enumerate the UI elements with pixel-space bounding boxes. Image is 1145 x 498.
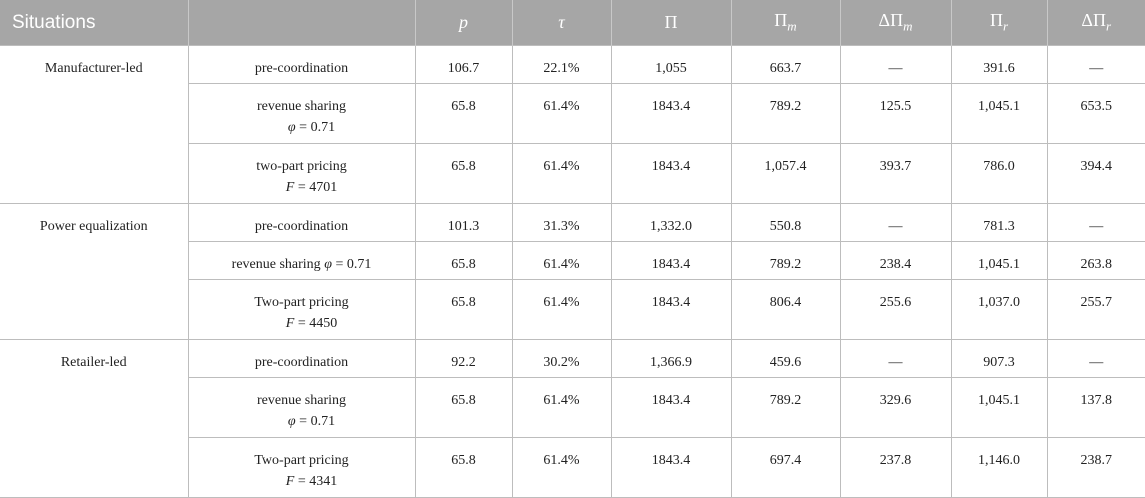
scheme-cell: revenue sharing φ = 0.71 <box>187 241 416 280</box>
cell-pi: 1,332.0 <box>610 203 732 242</box>
cell-pi: 1843.4 <box>610 83 732 144</box>
scheme-cell: Two-part pricing F = 4341 <box>187 437 416 498</box>
cell-delta-pi-r: — <box>1046 45 1145 84</box>
scheme-cell: pre-coordination <box>187 45 416 84</box>
cell-delta-pi-r: 137.8 <box>1046 377 1145 438</box>
cell-tau: 61.4% <box>511 437 612 498</box>
group-label: Manufacturer-led <box>0 45 189 204</box>
header-pi-m: Πm <box>730 0 840 46</box>
cell-delta-pi-m: 237.8 <box>839 437 952 498</box>
cell-delta-pi-r: 263.8 <box>1046 241 1145 280</box>
cell-p: 65.8 <box>414 241 513 280</box>
cell-pi: 1,055 <box>610 45 732 84</box>
cell-pi-r: 1,045.1 <box>950 377 1048 438</box>
cell-pi-r: 1,045.1 <box>950 83 1048 144</box>
cell-pi: 1843.4 <box>610 437 732 498</box>
cell-pi: 1,366.9 <box>610 339 732 378</box>
cell-delta-pi-r: — <box>1046 203 1145 242</box>
cell-pi-r: 781.3 <box>950 203 1048 242</box>
cell-pi-m: 697.4 <box>730 437 841 498</box>
cell-p: 65.8 <box>414 143 513 204</box>
scheme-cell: revenue sharing φ = 0.71 <box>187 377 416 438</box>
header-situations: Situations <box>0 0 188 46</box>
cell-pi-r: 391.6 <box>950 45 1048 84</box>
header-pi: Π <box>610 0 731 46</box>
cell-p: 65.8 <box>414 437 513 498</box>
cell-pi-m: 789.2 <box>730 241 841 280</box>
table-row: Power equalization pre-coordination 101.… <box>0 203 1145 340</box>
header-row: Situations p τ Π Πm ΔΠm Πr ΔΠr <box>0 0 1145 46</box>
table-row: Retailer-led pre-coordination 92.2 30.2%… <box>0 339 1145 498</box>
cell-p: 101.3 <box>414 203 513 242</box>
cell-pi: 1843.4 <box>610 143 732 204</box>
cell-pi: 1843.4 <box>610 377 732 438</box>
cell-pi-m: 806.4 <box>730 279 841 340</box>
table-row: revenue sharing φ = 0.71 65.8 61.4% 1843… <box>0 377 1145 438</box>
scheme-cell: two-part pricing F = 4701 <box>187 143 416 204</box>
cell-p: 65.8 <box>414 83 513 144</box>
cell-delta-pi-r: 238.7 <box>1046 437 1145 498</box>
group-label: Retailer-led <box>0 339 189 498</box>
cell-pi-r: 1,037.0 <box>950 279 1048 340</box>
cell-pi: 1843.4 <box>610 241 732 280</box>
header-p: p <box>414 0 512 46</box>
cell-tau: 61.4% <box>511 241 612 280</box>
cell-pi-m: 789.2 <box>730 83 841 144</box>
cell-delta-pi-m: — <box>839 203 952 242</box>
header-scheme <box>187 0 415 46</box>
group-label: Power equalization <box>0 203 189 340</box>
cell-tau: 22.1% <box>511 45 612 84</box>
cell-delta-pi-r: — <box>1046 339 1145 378</box>
cell-pi: 1843.4 <box>610 279 732 340</box>
table-row: Manufacturer-led pre-coordination 106.7 … <box>0 45 1145 204</box>
cell-pi-r: 907.3 <box>950 339 1048 378</box>
cell-p: 65.8 <box>414 279 513 340</box>
cell-delta-pi-m: — <box>839 45 952 84</box>
cell-p: 65.8 <box>414 377 513 438</box>
cell-pi-m: 663.7 <box>730 45 841 84</box>
cell-tau: 61.4% <box>511 377 612 438</box>
cell-pi-r: 1,146.0 <box>950 437 1048 498</box>
cell-delta-pi-r: 394.4 <box>1046 143 1145 204</box>
cell-delta-pi-m: 255.6 <box>839 279 952 340</box>
scheme-cell: pre-coordination <box>187 203 416 242</box>
cell-p: 92.2 <box>414 339 513 378</box>
cell-delta-pi-r: 653.5 <box>1046 83 1145 144</box>
table-row: revenue sharing φ = 0.71 65.8 61.4% 1843… <box>0 241 1145 280</box>
cell-delta-pi-m: — <box>839 339 952 378</box>
header-delta-pi-m: ΔΠm <box>839 0 951 46</box>
scheme-cell: revenue sharing φ = 0.71 <box>187 83 416 144</box>
table-row: Two-part pricing F = 4341 65.8 61.4% 184… <box>0 437 1145 498</box>
cell-delta-pi-m: 329.6 <box>839 377 952 438</box>
cell-pi-r: 1,045.1 <box>950 241 1048 280</box>
scheme-cell: Two-part pricing F = 4450 <box>187 279 416 340</box>
table-row: Two-part pricing F = 4450 65.8 61.4% 184… <box>0 279 1145 340</box>
cell-tau: 30.2% <box>511 339 612 378</box>
cell-tau: 31.3% <box>511 203 612 242</box>
header-tau: τ <box>511 0 611 46</box>
cell-tau: 61.4% <box>511 143 612 204</box>
cell-delta-pi-m: 393.7 <box>839 143 952 204</box>
cell-delta-pi-r: 255.7 <box>1046 279 1145 340</box>
cell-pi-m: 1,057.4 <box>730 143 841 204</box>
cell-delta-pi-m: 125.5 <box>839 83 952 144</box>
cell-delta-pi-m: 238.4 <box>839 241 952 280</box>
cell-tau: 61.4% <box>511 279 612 340</box>
table-row: revenue sharing φ = 0.71 65.8 61.4% 1843… <box>0 83 1145 144</box>
cell-p: 106.7 <box>414 45 513 84</box>
header-pi-r: Πr <box>950 0 1047 46</box>
cell-pi-m: 789.2 <box>730 377 841 438</box>
cell-pi-m: 550.8 <box>730 203 841 242</box>
scheme-cell: pre-coordination <box>187 339 416 378</box>
cell-tau: 61.4% <box>511 83 612 144</box>
cell-pi-r: 786.0 <box>950 143 1048 204</box>
header-delta-pi-r: ΔΠr <box>1046 0 1145 46</box>
cell-pi-m: 459.6 <box>730 339 841 378</box>
